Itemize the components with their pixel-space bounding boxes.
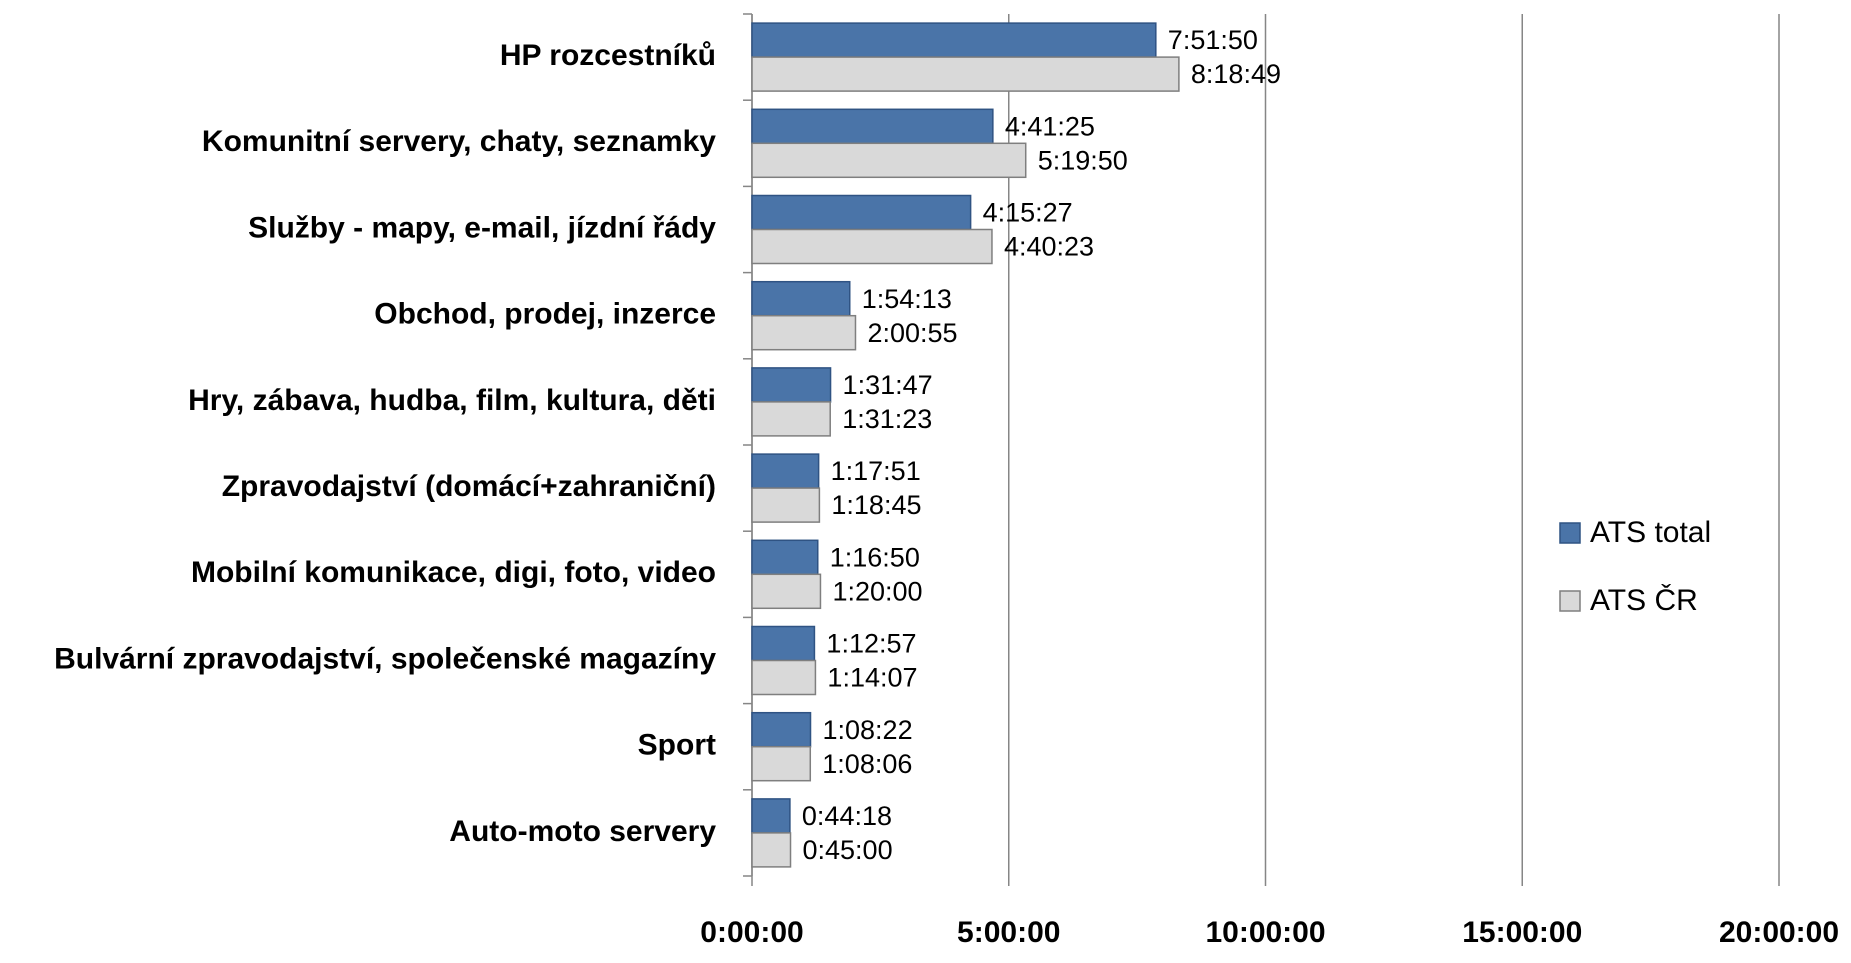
category-label: Mobilní komunikace, digi, foto, video	[191, 556, 716, 589]
bar	[751, 401, 831, 437]
bar	[751, 56, 1180, 92]
bar	[751, 711, 812, 748]
category-label: Auto-moto servery	[449, 815, 716, 848]
data-label: 1:14:07	[827, 663, 917, 693]
legend-label: ATS ČR	[1590, 583, 1698, 617]
category-label: HP rozcestníků	[500, 39, 716, 72]
data-label: 7:51:50	[1168, 25, 1258, 55]
legend-swatch	[1559, 590, 1581, 612]
x-tick-label: 15:00:00	[1462, 916, 1582, 949]
bar	[751, 625, 816, 662]
data-label: 5:19:50	[1038, 145, 1128, 175]
data-label: 1:20:00	[832, 576, 922, 606]
category-label: Bulvární zpravodajství, společenské maga…	[54, 642, 716, 675]
data-label: 1:08:06	[822, 749, 912, 779]
bar	[751, 108, 994, 145]
bar	[751, 539, 819, 576]
data-label: 1:08:22	[823, 715, 913, 745]
x-tick-label: 10:00:00	[1205, 916, 1325, 949]
bar	[751, 745, 812, 782]
data-label: 1:12:57	[826, 629, 916, 659]
bar	[751, 228, 993, 265]
category-label: Zpravodajství (domácí+zahraniční)	[222, 470, 716, 503]
data-label: 1:31:23	[842, 404, 932, 434]
category-label: Hry, zábava, hudba, film, kultura, děti	[188, 384, 716, 417]
data-label: 4:40:23	[1004, 232, 1094, 262]
category-label: Služby - mapy, e-mail, jízdní řády	[248, 211, 716, 244]
data-label: 1:17:51	[831, 456, 921, 486]
bar	[751, 487, 821, 523]
legend-label: ATS total	[1590, 516, 1711, 549]
bar	[751, 453, 820, 489]
data-label: 4:41:25	[1005, 111, 1095, 141]
data-label: 1:31:47	[843, 370, 933, 400]
bar	[751, 22, 1157, 58]
bar	[751, 142, 1027, 179]
data-label: 8:18:49	[1191, 59, 1281, 89]
bar	[751, 194, 972, 231]
data-label: 1:54:13	[862, 284, 952, 314]
bar	[751, 798, 791, 834]
data-label: 4:15:27	[983, 198, 1073, 228]
x-tick-label: 0:00:00	[700, 916, 803, 949]
bar	[751, 314, 857, 351]
legend-swatch	[1559, 522, 1581, 544]
category-label: Komunitní servery, chaty, seznamky	[202, 125, 716, 158]
data-label: 1:16:50	[830, 542, 920, 572]
bar	[751, 367, 832, 403]
data-label: 0:45:00	[803, 835, 893, 865]
bar	[751, 659, 817, 696]
bar	[751, 573, 822, 610]
bar	[751, 280, 851, 317]
category-label: Sport	[638, 729, 716, 762]
data-label: 0:44:18	[802, 801, 892, 831]
x-tick-label: 20:00:00	[1719, 916, 1839, 949]
bar	[751, 832, 792, 868]
data-label: 1:18:45	[831, 490, 921, 520]
x-tick-label: 5:00:00	[957, 916, 1060, 949]
data-label: 2:00:55	[867, 318, 957, 348]
category-label: Obchod, prodej, inzerce	[374, 298, 716, 331]
